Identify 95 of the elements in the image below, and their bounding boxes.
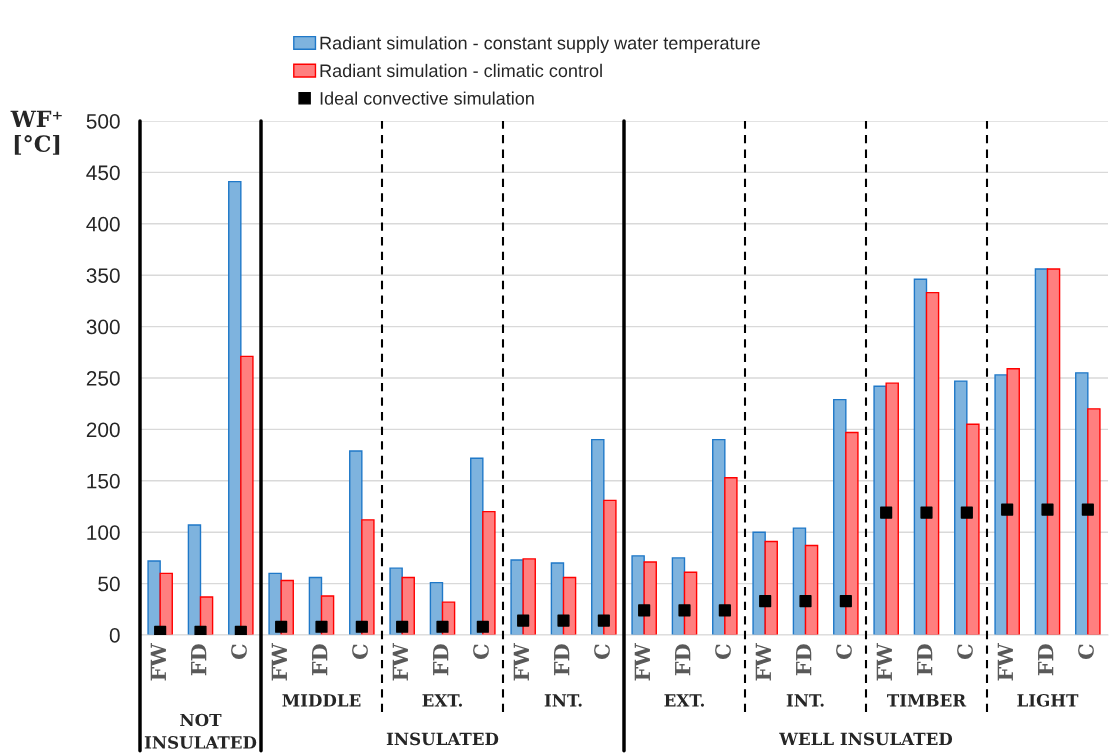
y-tick-label: 350 xyxy=(86,268,120,283)
x-tick-label: FD xyxy=(917,644,933,676)
x-tick-label: FW xyxy=(150,643,166,681)
x-tick-label: FD xyxy=(796,644,812,676)
bar xyxy=(1006,368,1020,635)
x-tick-label: FD xyxy=(312,644,328,676)
bar xyxy=(966,423,980,635)
point xyxy=(436,620,449,633)
text: INSULATED xyxy=(386,732,499,746)
point xyxy=(638,604,651,617)
x-tick-label: C xyxy=(715,644,731,660)
legend-label: Ideal convective simulation xyxy=(320,91,534,105)
x-tick-label: C xyxy=(231,644,247,660)
point xyxy=(1041,503,1054,516)
legend-label: Radiant simulation - climatic control xyxy=(320,63,602,78)
point xyxy=(718,604,731,617)
x-tick-label: FW xyxy=(755,643,771,681)
text: TIMBER xyxy=(887,694,967,707)
bar xyxy=(724,477,738,635)
x-tick-label: C xyxy=(957,644,973,660)
point xyxy=(1081,503,1094,516)
text: NOT INSULATED xyxy=(144,713,257,749)
y-tick-label: 150 xyxy=(87,473,120,489)
point xyxy=(759,595,772,608)
text: INT. xyxy=(544,694,582,707)
x-tick-label: C xyxy=(352,644,368,660)
y-tick-label: 500 xyxy=(86,114,120,129)
y-tick-label: 200 xyxy=(86,422,120,438)
bar xyxy=(470,457,484,635)
y-tick-label: 100 xyxy=(87,525,120,540)
text: MIDDLE xyxy=(282,694,361,707)
bar xyxy=(482,510,496,635)
point xyxy=(960,506,973,519)
point xyxy=(839,595,852,608)
bar xyxy=(954,380,968,635)
y-tick-label: 400 xyxy=(86,216,120,232)
x-tick-label: C xyxy=(473,644,489,660)
x-tick-label: FD xyxy=(433,644,449,676)
point xyxy=(315,620,328,633)
legend-label: Radiant simulation - constant supply water temperature xyxy=(320,36,760,54)
x-tick-label: FW xyxy=(634,643,650,681)
bar xyxy=(187,524,202,635)
point xyxy=(678,604,691,617)
x-tick-label: C xyxy=(594,644,610,660)
text: EXT. xyxy=(422,694,462,707)
point xyxy=(920,506,933,519)
bar xyxy=(349,450,363,635)
x-tick-label: FD xyxy=(191,644,207,676)
x-tick-label: C xyxy=(836,644,852,660)
bar xyxy=(845,431,859,635)
x-tick-label: FW xyxy=(392,643,408,681)
point xyxy=(799,595,812,608)
bar xyxy=(603,499,617,635)
text: EXT. xyxy=(664,694,704,707)
x-tick-label: FD xyxy=(675,644,691,676)
text: WELL INSULATED xyxy=(779,732,953,746)
bar xyxy=(240,355,254,635)
point xyxy=(194,625,207,635)
point xyxy=(396,620,409,633)
bar xyxy=(361,519,375,635)
x-tick-label: FD xyxy=(554,644,570,676)
bar xyxy=(591,438,605,635)
bar xyxy=(522,558,536,635)
bar xyxy=(1046,268,1061,635)
point xyxy=(880,506,893,519)
bar xyxy=(643,561,657,635)
x-tick-label: FW xyxy=(997,643,1013,681)
bar xyxy=(159,572,173,635)
text: LIGHT xyxy=(1017,694,1079,707)
bar xyxy=(885,382,899,635)
bar xyxy=(764,540,778,635)
bar xyxy=(1087,408,1101,635)
x-tick-label: C xyxy=(1078,644,1094,660)
y-tick-label: 0 xyxy=(109,628,120,643)
y-tick-label: 50 xyxy=(98,576,120,592)
point xyxy=(476,620,489,633)
x-tick-label: FW xyxy=(876,643,892,681)
y-axis-title: WF⁺ [°C] xyxy=(10,110,62,155)
text: INT. xyxy=(786,694,824,707)
x-tick-label: FW xyxy=(513,643,529,681)
point xyxy=(517,614,530,627)
y-tick-label: 450 xyxy=(86,165,120,181)
x-tick-label: FD xyxy=(1038,644,1054,676)
bar xyxy=(925,291,940,635)
y-tick-label: 300 xyxy=(86,319,120,335)
point xyxy=(154,625,167,635)
x-tick-label: FW xyxy=(271,643,287,681)
y-tick-label: 250 xyxy=(86,371,120,386)
point xyxy=(557,614,570,627)
point xyxy=(597,614,610,627)
point xyxy=(355,620,368,633)
point xyxy=(234,625,247,635)
bar xyxy=(228,180,242,635)
point xyxy=(1001,503,1014,516)
point xyxy=(275,620,288,633)
